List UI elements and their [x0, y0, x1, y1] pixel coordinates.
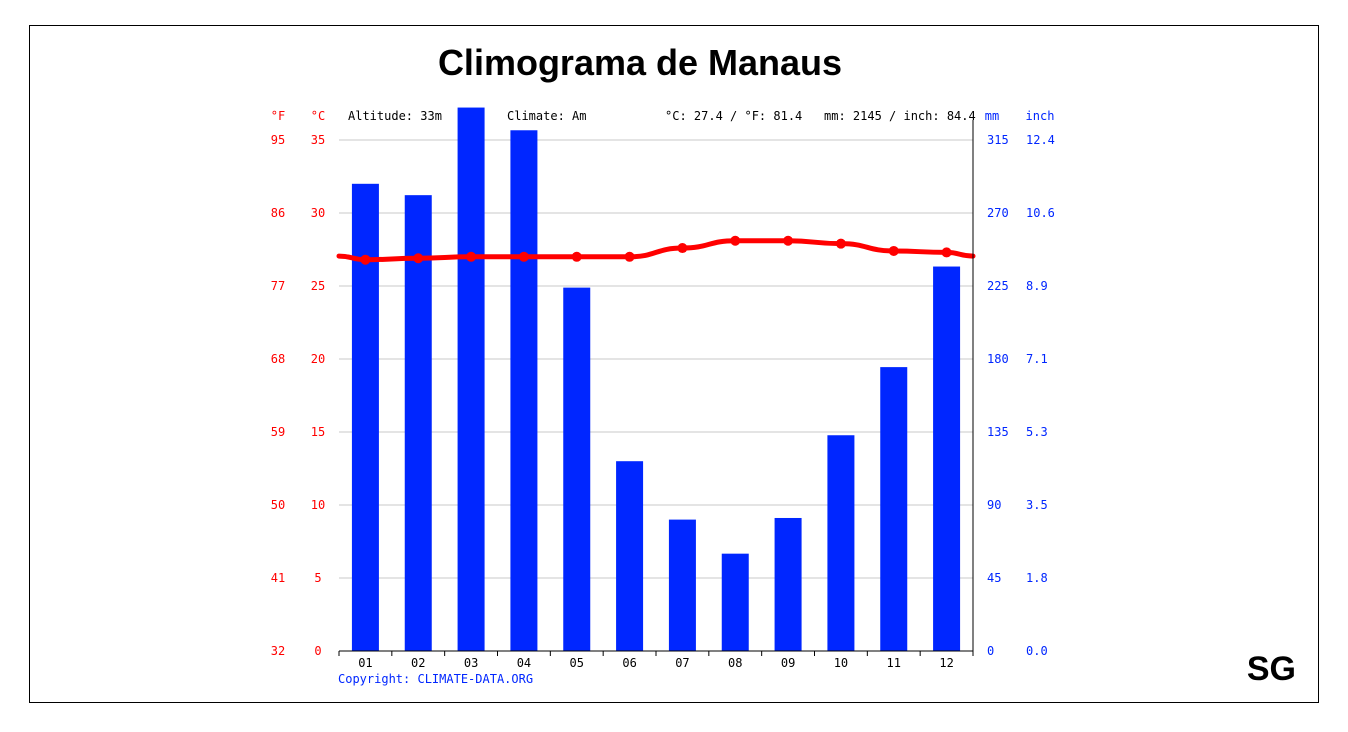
temperature-point-08 [730, 235, 741, 246]
precip-bar-06 [616, 461, 644, 651]
inch-tick-label: 12.4 [1026, 133, 1055, 147]
celsius-axis-label: °C [311, 109, 325, 123]
celsius-tick-label: 35 [311, 133, 325, 147]
temperature-line [336, 238, 976, 263]
precip-bar-10 [827, 435, 855, 651]
mm-axis-label: mm [985, 109, 999, 123]
x-tick-label: 09 [781, 656, 795, 670]
x-tick-label: 10 [834, 656, 848, 670]
x-tick-label: 11 [887, 656, 901, 670]
sg-watermark: SG [1246, 650, 1296, 688]
fahrenheit-tick-label: 41 [271, 571, 285, 585]
fahrenheit-tick-label: 32 [271, 644, 285, 658]
mm-tick-label: 180 [987, 352, 1009, 366]
temperature-point-09 [783, 235, 794, 246]
inch-tick-label: 7.1 [1026, 352, 1048, 366]
celsius-tick-label: 20 [311, 352, 325, 366]
x-tick-label: 12 [939, 656, 953, 670]
precipitation-info: mm: 2145 / inch: 84.4 [824, 109, 976, 123]
x-tick-label: 06 [622, 656, 636, 670]
mm-tick-label: 0 [987, 644, 994, 658]
inch-tick-label: 0.0 [1026, 644, 1048, 658]
inch-tick-label: 5.3 [1026, 425, 1048, 439]
x-tick-label: 05 [570, 656, 584, 670]
x-tick-label: 02 [411, 656, 425, 670]
celsius-tick-label: 15 [311, 425, 325, 439]
fahrenheit-tick-label: 86 [271, 206, 285, 220]
temperature-point-01 [360, 254, 371, 265]
copyright-text: Copyright: CLIMATE-DATA.ORG [338, 672, 533, 686]
celsius-tick-label: 0 [314, 644, 321, 658]
precip-bar-01 [351, 183, 379, 652]
celsius-tick-label: 25 [311, 279, 325, 293]
temperature-point-06 [624, 251, 635, 262]
chart-title: Climograma de Manaus [437, 42, 843, 83]
inch-tick-label: 3.5 [1026, 498, 1048, 512]
mm-tick-label: 225 [987, 279, 1009, 293]
celsius-tick-label: 10 [311, 498, 325, 512]
temperature-point-07 [677, 243, 688, 254]
mm-tick-label: 90 [987, 498, 1001, 512]
inch-tick-label: 1.8 [1026, 571, 1048, 585]
x-tick-label: 03 [464, 656, 478, 670]
inch-tick-label: 8.9 [1026, 279, 1048, 293]
precip-bar-09 [774, 517, 802, 651]
mm-tick-label: 45 [987, 571, 1001, 585]
precip-bar-02 [404, 195, 432, 651]
precip-bar-05 [563, 287, 591, 651]
precip-bar-04 [510, 130, 538, 651]
fahrenheit-tick-label: 68 [271, 352, 285, 366]
x-tick-label: 08 [728, 656, 742, 670]
fahrenheit-tick-label: 77 [271, 279, 285, 293]
mm-tick-label: 315 [987, 133, 1009, 147]
fahrenheit-tick-label: 50 [271, 498, 285, 512]
temperature-point-05 [571, 251, 582, 262]
inch-axis-label: inch [1026, 109, 1055, 123]
temperature-point-03 [466, 251, 477, 262]
altitude-info: Altitude: 33m [348, 109, 442, 123]
x-tick-label: 01 [358, 656, 372, 670]
precip-bar-08 [721, 553, 749, 651]
precip-bar-07 [668, 519, 696, 651]
temperature-point-12 [941, 247, 952, 258]
temperature-info: °C: 27.4 / °F: 81.4 [665, 109, 802, 123]
fahrenheit-tick-label: 59 [271, 425, 285, 439]
temperature-point-04 [518, 251, 529, 262]
precip-bar-11 [880, 367, 908, 651]
temperature-point-10 [835, 238, 846, 249]
climate-info: Climate: Am [507, 109, 586, 123]
fahrenheit-axis-label: °F [271, 109, 285, 123]
celsius-tick-label: 30 [311, 206, 325, 220]
inch-tick-label: 10.6 [1026, 206, 1055, 220]
x-tick-label: 07 [675, 656, 689, 670]
temperature-point-11 [888, 245, 899, 256]
mm-tick-label: 270 [987, 206, 1009, 220]
fahrenheit-tick-label: 95 [271, 133, 285, 147]
celsius-tick-label: 5 [314, 571, 321, 585]
precip-bar-12 [933, 266, 961, 651]
mm-tick-label: 135 [987, 425, 1009, 439]
precip-bar-03 [457, 107, 485, 652]
temperature-point-02 [413, 253, 424, 264]
x-tick-label: 04 [517, 656, 531, 670]
